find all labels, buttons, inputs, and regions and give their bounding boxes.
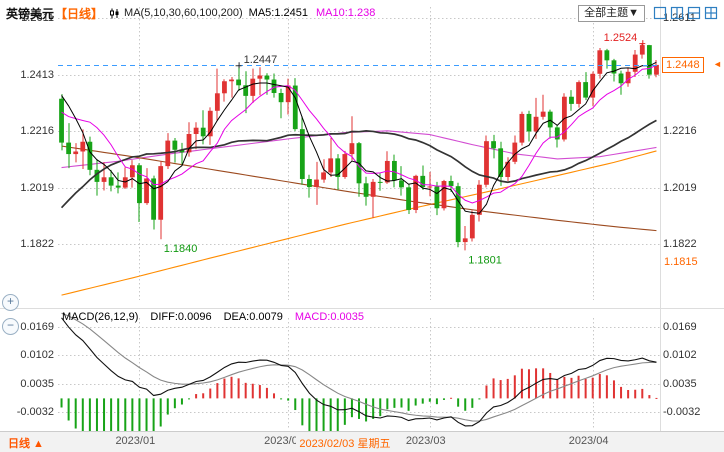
ma10-value: MA10:1.238 [316,7,376,19]
layout-two-column-icon[interactable] [670,6,684,20]
macd-bar-value: MACD:0.0035 [294,311,364,323]
layout-single-icon[interactable] [653,6,667,20]
theme-selector-button[interactable]: 全部主题▼ [578,4,645,22]
macd-indicator-header: MACD(26,12,9) DIFF:0.0096 DEA:0.0079 MAC… [62,311,364,323]
zoom-in-button[interactable]: + [2,294,19,311]
macd-params-label[interactable]: MACD(26,12,9) [62,311,139,323]
alert-price-label: 1.1815 [664,256,698,268]
time-axis-tick: 2023/01 [115,435,156,447]
ma-settings-label[interactable]: MA(5,10,30,60,100,200) [124,7,243,19]
chart-canvas[interactable] [0,0,724,431]
macd-diff-value: DIFF:0.0096 [150,311,212,323]
layout-two-row-icon[interactable] [687,6,701,20]
time-axis-tick: 2023/02 [264,435,304,447]
macd-dea-value: DEA:0.0079 [223,311,283,323]
latest-price-marker-icon: ◄ [713,59,722,69]
candlestick-icon [109,8,120,19]
ma5-value: MA5:1.2451 [248,7,308,19]
crosshair-date-label: 2023/02/03 星期五 [296,435,394,451]
period-dropdown[interactable]: 日线 ▲ [8,438,44,450]
time-axis-tick: 2023/03 [405,435,446,447]
symbol-title: 英镑美元 [6,6,55,21]
chart-header: 英镑美元 【日线】 MA(5,10,30,60,100,200) MA5:1.2… [0,0,724,24]
time-axis-bar: 日线 ▲ 2023/02/03 星期五 2023/01 2023/02 2023/0… [0,431,724,452]
time-axis-tick: 2023/04 [568,435,609,447]
layout-grid-icon[interactable] [704,6,718,20]
zoom-out-button[interactable]: − [2,318,19,335]
current-price-box: 1.2448 [662,57,704,73]
layout-icon-group [653,6,718,20]
period-tag: 【日线】 [55,6,104,21]
